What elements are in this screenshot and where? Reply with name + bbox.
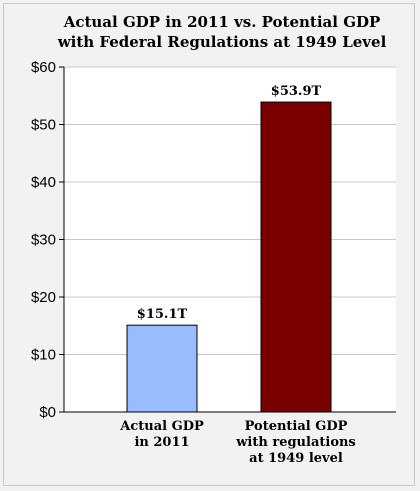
gridlines bbox=[64, 66, 396, 412]
data-labels: $15.1T $53.9T bbox=[137, 84, 322, 322]
bar-1 bbox=[126, 324, 198, 413]
category-label: Actual GDP bbox=[119, 419, 204, 434]
y-tick-label: $50 bbox=[31, 117, 56, 134]
data-label: $15.1T bbox=[137, 307, 188, 322]
bar-2 bbox=[260, 101, 332, 413]
chart-title: Actual GDP in 2011 vs. Potential GDP with… bbox=[57, 13, 387, 51]
y-tick-label: $20 bbox=[31, 289, 56, 306]
axes: $0 $10 $20 $30 $40 $50 $60 bbox=[31, 59, 396, 421]
data-label: $53.9T bbox=[271, 84, 322, 99]
y-tick-label: $30 bbox=[31, 232, 56, 249]
y-tick-label: $40 bbox=[31, 174, 56, 191]
category-label: in 2011 bbox=[134, 435, 189, 450]
category-label: with regulations bbox=[235, 435, 356, 450]
chart-frame bbox=[3, 3, 415, 486]
chart-title-line: Actual GDP in 2011 vs. Potential GDP bbox=[63, 13, 381, 31]
bars bbox=[126, 101, 332, 413]
y-tick-label: $60 bbox=[31, 59, 56, 76]
chart-title-line: with Federal Regulations at 1949 Level bbox=[57, 33, 387, 51]
category-label: Potential GDP bbox=[245, 419, 348, 434]
y-tick-label: $10 bbox=[31, 347, 56, 364]
y-tick-label: $0 bbox=[39, 404, 56, 421]
category-label: at 1949 level bbox=[249, 451, 343, 466]
